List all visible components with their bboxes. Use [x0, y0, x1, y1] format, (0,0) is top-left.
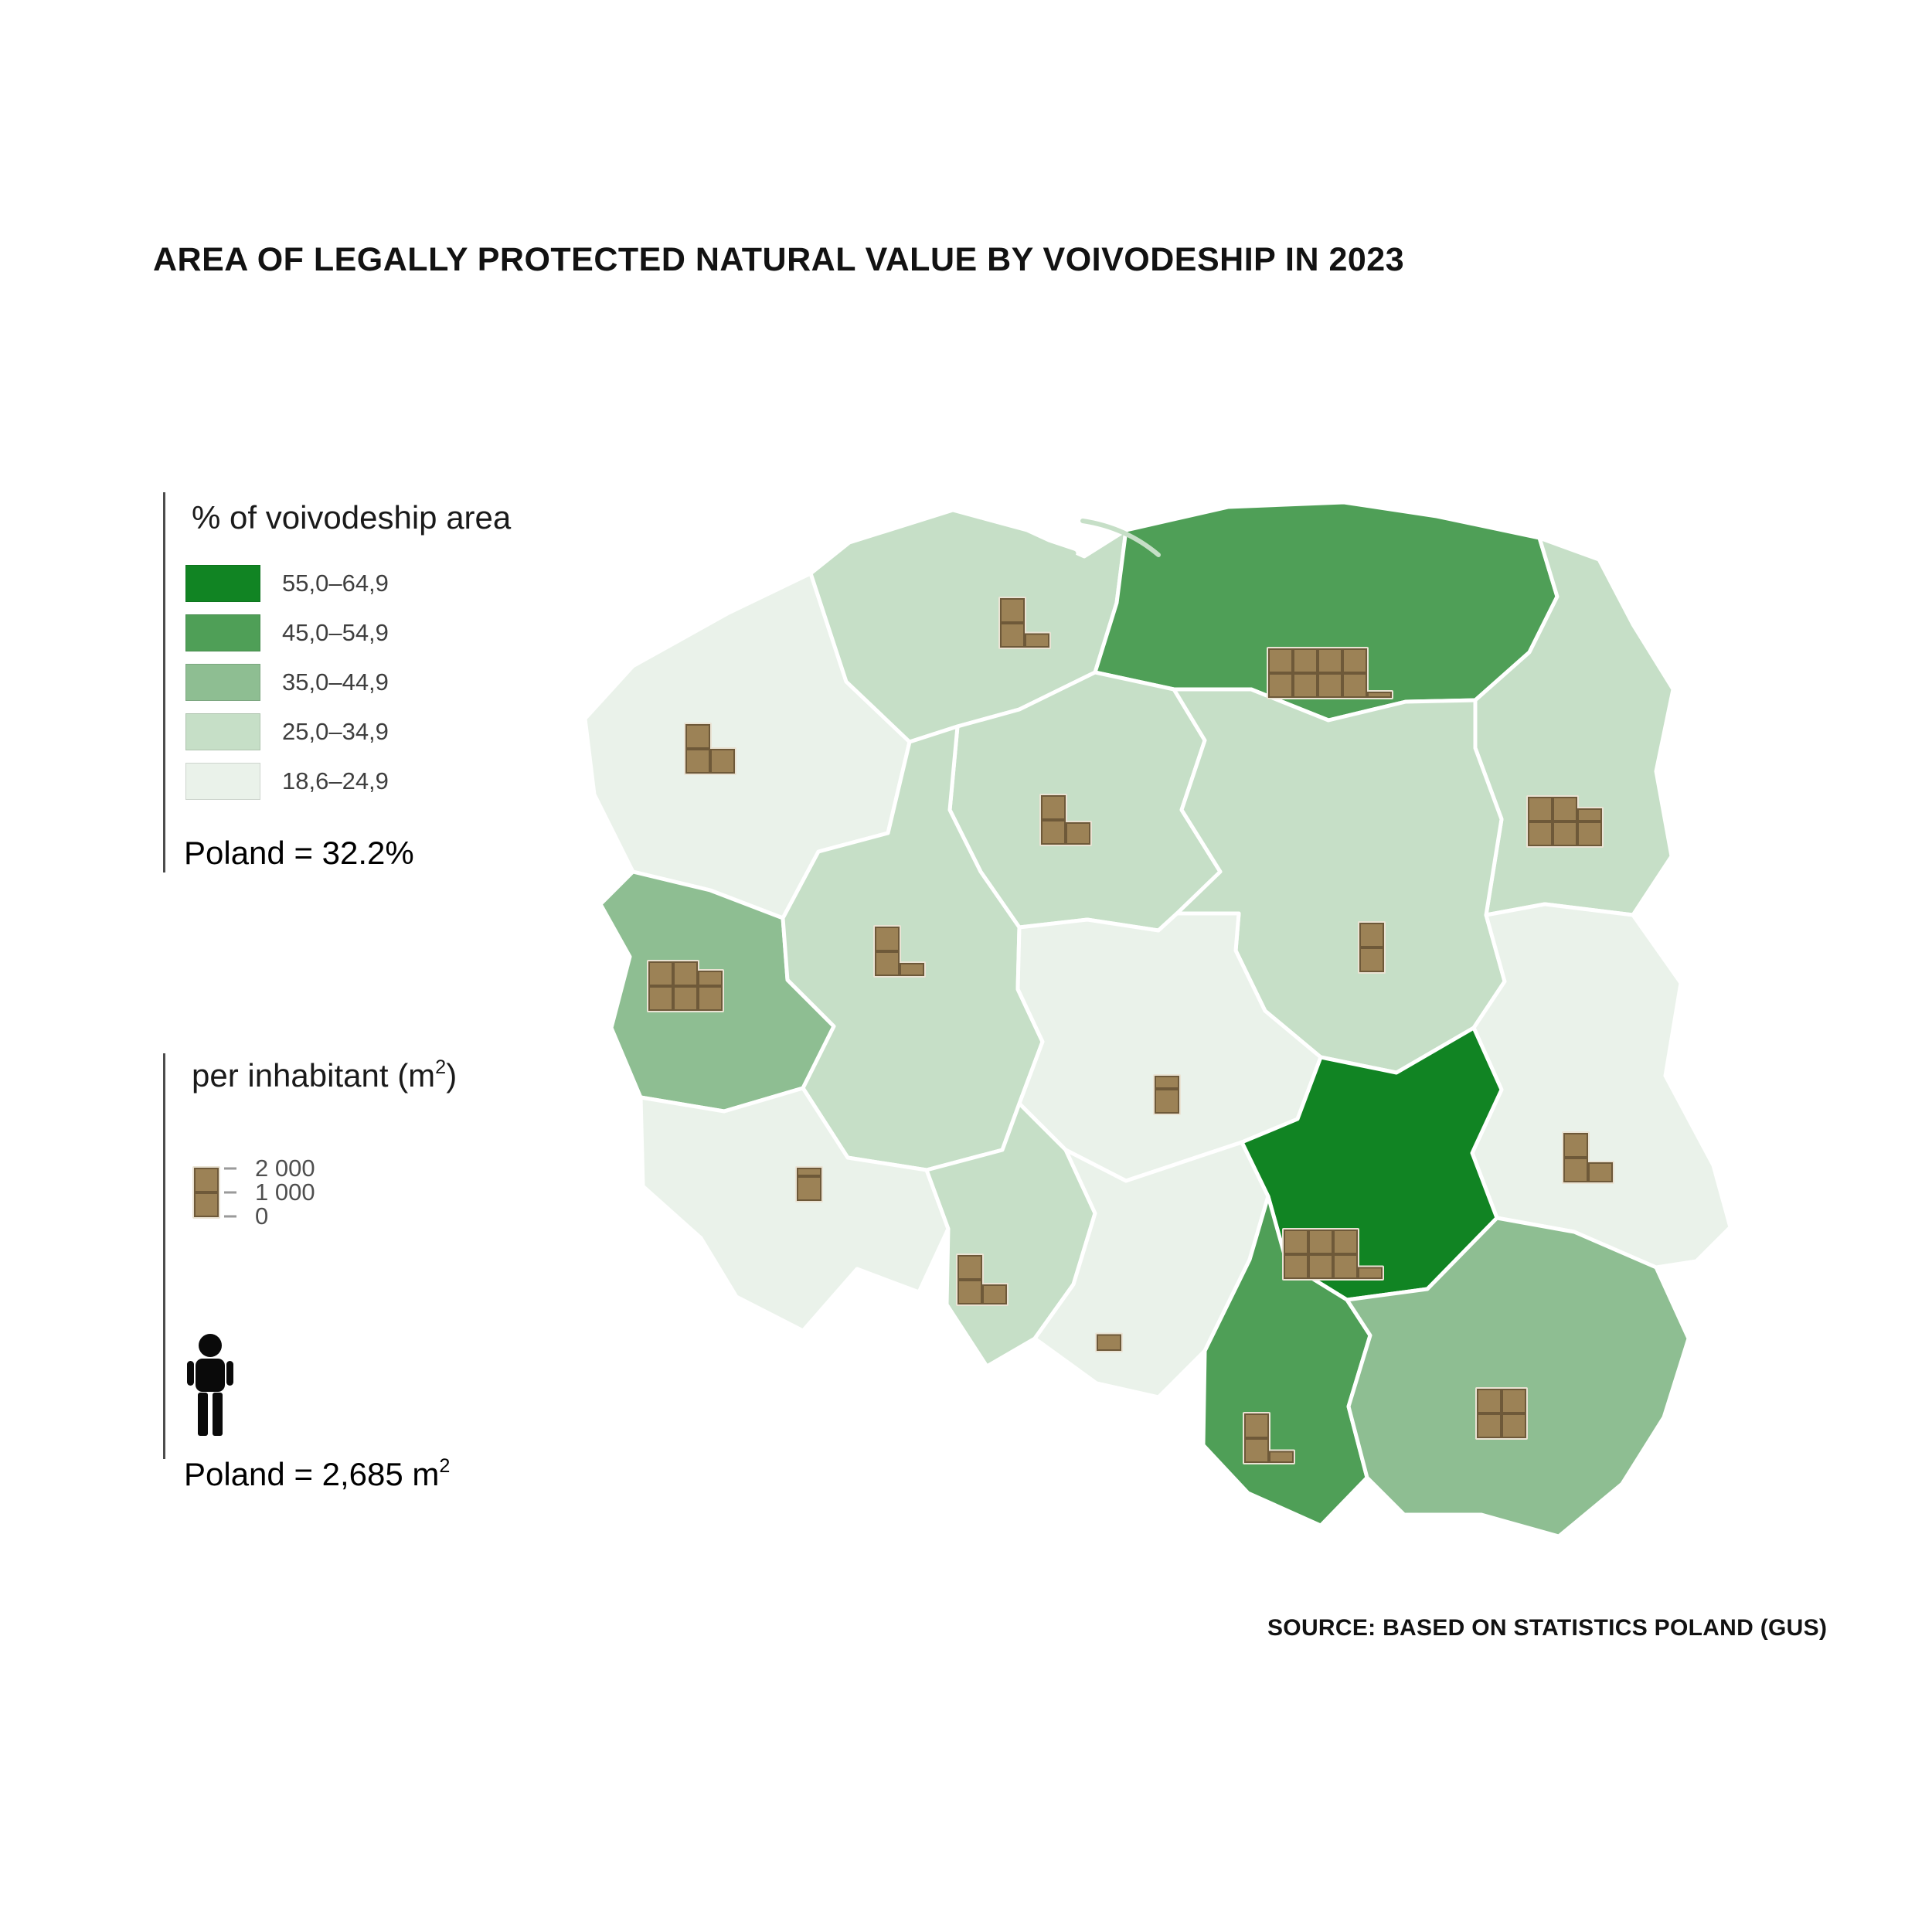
- scale-label-2000: 2 000: [255, 1155, 315, 1182]
- bar-swietokrzyskie: [1282, 1228, 1384, 1281]
- hel-spit: [978, 519, 1077, 556]
- legend-class-list: 55,0–64,9 45,0–54,9 35,0–44,9 25,0–34,9 18,6…: [185, 565, 389, 812]
- legend-class-row: 55,0–64,9: [185, 565, 389, 602]
- legend-class-label: 18,6–24,9: [282, 767, 389, 794]
- bar-malopolskie: [1243, 1412, 1295, 1464]
- person-leg-left: [198, 1393, 208, 1436]
- bar-pomorskie: [998, 597, 1051, 649]
- page-title: AREA OF LEGALLY PROTECTED NATURAL VALUE …: [153, 241, 1405, 278]
- legend-class-label: 45,0–54,9: [282, 619, 389, 646]
- person-arm-left: [187, 1361, 194, 1386]
- legend-swatch-3: [185, 713, 260, 750]
- legend-class-label: 25,0–34,9: [282, 718, 389, 745]
- scale-label-0: 0: [255, 1202, 269, 1230]
- bar-lubelskie: [1562, 1131, 1614, 1184]
- source-note: SOURCE: BASED ON STATISTICS POLAND (GUS): [1267, 1615, 1828, 1641]
- bar-warminsko-mazurskie: [1267, 647, 1393, 699]
- scale-label-1000: 1 000: [255, 1179, 315, 1206]
- scale-ticks: [224, 1167, 236, 1218]
- person-torso: [196, 1359, 225, 1392]
- legend-swatch-4: [185, 763, 260, 800]
- vistula-spit: [1080, 519, 1161, 557]
- bar-podlaskie: [1526, 795, 1604, 848]
- legend-class-row: 45,0–54,9: [185, 614, 389, 651]
- legend-class-row: 25,0–34,9: [185, 713, 389, 750]
- bar-opolskie: [956, 1253, 1009, 1306]
- poland-per-inhabitant-sup: 2: [439, 1455, 451, 1477]
- legend-per-inhabitant-rule: [163, 1053, 165, 1459]
- legend-percent-title: % of voivodeship area: [192, 499, 512, 536]
- region-lubelskie: [1470, 902, 1731, 1270]
- bar-kujawsko-pomorskie: [1039, 794, 1092, 846]
- region-slaskie: [1032, 1140, 1270, 1400]
- bar-lubuskie: [647, 960, 724, 1012]
- bar-wielkopolskie: [873, 925, 926, 978]
- legend-percent-rule: [163, 492, 165, 872]
- legend-swatch-0: [185, 565, 260, 602]
- bar-dolnoslaskie: [795, 1166, 823, 1202]
- poland-percent-note: Poland = 32.2%: [184, 835, 414, 871]
- person-head: [199, 1334, 222, 1357]
- legend-class-label: 35,0–44,9: [282, 668, 389, 696]
- region-dolnoslaskie: [638, 1086, 951, 1333]
- region-podkarpackie: [1345, 1216, 1691, 1539]
- bar-lodzkie: [1153, 1074, 1181, 1115]
- legend-per-inhabitant-title-text: per inhabitant (m: [192, 1057, 436, 1094]
- bar-slaskie: [1095, 1332, 1123, 1352]
- legend-swatch-2: [185, 664, 260, 701]
- legend-class-label: 55,0–64,9: [282, 570, 389, 597]
- legend-per-inhabitant-title: per inhabitant (m2): [192, 1056, 457, 1094]
- bar-zachodniopomorskie: [684, 723, 736, 775]
- poland-per-inhabitant-note: Poland = 2,685 m2: [184, 1455, 451, 1493]
- per-inhabitant-scale-bar: [192, 1166, 236, 1219]
- bar-mazowieckie: [1358, 921, 1386, 974]
- poland-per-inhabitant-text: Poland = 2,685 m: [184, 1456, 440, 1492]
- legend-per-inhabitant-title-close: ): [446, 1057, 457, 1094]
- legend-class-row: 35,0–44,9: [185, 664, 389, 701]
- legend-swatch-1: [185, 614, 260, 651]
- poland-map: [585, 500, 1731, 1539]
- legend-per-inhabitant-title-sup: 2: [435, 1056, 447, 1078]
- bar-podkarpackie: [1475, 1387, 1528, 1440]
- legend-class-row: 18,6–24,9: [185, 763, 389, 800]
- person-arm-right: [226, 1361, 233, 1386]
- per-inhabitant-bars: [647, 597, 1614, 1464]
- scale-bar-squares: [192, 1166, 220, 1219]
- person-leg-right: [213, 1393, 223, 1436]
- person-icon: [187, 1334, 233, 1436]
